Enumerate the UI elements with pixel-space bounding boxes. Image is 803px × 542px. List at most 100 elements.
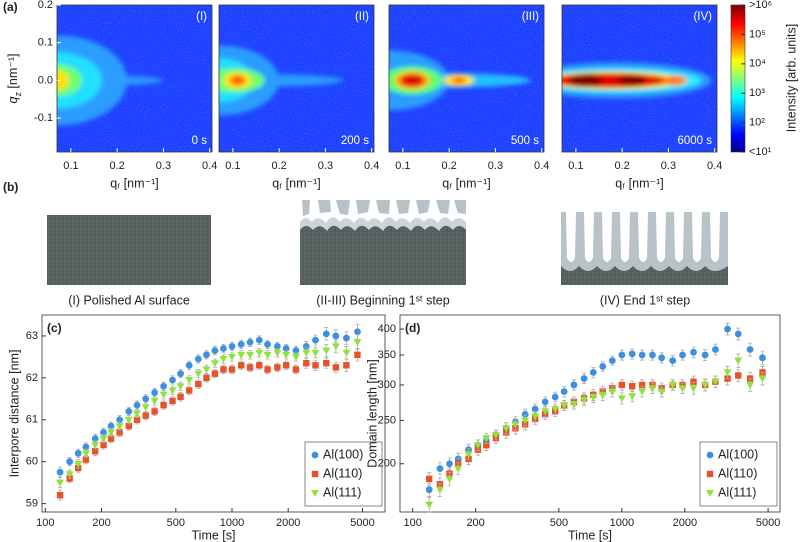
marker xyxy=(445,475,454,483)
x-tick-label: 1000 xyxy=(220,517,244,529)
y-tick-label: 200 xyxy=(378,458,396,470)
marker xyxy=(116,429,123,436)
x-tick-label: 5000 xyxy=(756,517,780,529)
marker xyxy=(220,345,227,352)
marker xyxy=(227,353,236,361)
x-axis-label: qᵣ [nm⁻¹] xyxy=(615,176,664,190)
marker xyxy=(66,458,74,466)
y-tick-label: 61 xyxy=(26,414,38,426)
y-tick-label: 63 xyxy=(26,330,38,342)
frame xyxy=(56,4,213,153)
y-tick-label: 62 xyxy=(26,372,38,384)
marker xyxy=(74,449,82,457)
marker xyxy=(589,369,597,376)
marker xyxy=(638,381,646,389)
x-axis-label: Time [s] xyxy=(192,528,236,542)
marker xyxy=(219,356,228,364)
marker xyxy=(56,492,64,499)
marker xyxy=(570,381,578,389)
x-tick-label: 0.1 xyxy=(63,160,78,172)
marker xyxy=(203,351,210,359)
x-tick-label: 0.4 xyxy=(534,160,549,172)
colorbar-tick-label: >10⁶ xyxy=(749,0,772,11)
marker xyxy=(302,349,311,357)
x-tick-label: 0.2 xyxy=(615,160,630,172)
marker xyxy=(210,360,219,368)
panel-label: (b) xyxy=(3,180,18,194)
legend-label: Al(110) xyxy=(323,466,362,480)
marker xyxy=(322,347,331,355)
marker xyxy=(734,330,742,338)
marker xyxy=(657,388,666,396)
marker xyxy=(551,393,559,401)
marker xyxy=(82,456,90,463)
x-tick-label: 200 xyxy=(92,517,110,529)
marker xyxy=(56,468,64,476)
x-axis-label: qᵣ [nm⁻¹] xyxy=(110,176,159,190)
marker xyxy=(237,362,245,369)
marker xyxy=(628,383,636,390)
marker xyxy=(185,376,194,384)
marker xyxy=(343,362,350,369)
intensity-blob xyxy=(562,73,669,88)
marker xyxy=(679,351,686,359)
marker xyxy=(608,357,616,365)
marker xyxy=(746,381,755,389)
time-tag: 200 s xyxy=(341,135,369,147)
marker xyxy=(169,397,176,405)
marker xyxy=(521,410,529,418)
panel-label: (c) xyxy=(47,321,62,335)
plot-frame xyxy=(399,314,781,513)
marker xyxy=(237,351,246,359)
marker xyxy=(150,397,159,405)
marker xyxy=(176,383,185,391)
marker xyxy=(177,393,184,400)
y-tick-label: 0.2 xyxy=(38,0,53,11)
marker xyxy=(638,388,647,396)
marker xyxy=(689,385,698,393)
marker xyxy=(617,395,626,403)
marker xyxy=(608,388,617,396)
legend-marker xyxy=(706,451,714,459)
intensity-blob xyxy=(400,74,425,87)
marker xyxy=(541,408,550,416)
marker xyxy=(237,340,245,348)
marker xyxy=(133,416,141,423)
marker xyxy=(491,431,500,439)
marker xyxy=(628,393,637,401)
marker xyxy=(569,400,578,408)
marker xyxy=(658,354,666,362)
x-tick-label: 100 xyxy=(403,517,421,529)
marker xyxy=(690,378,697,385)
colorbar-tick-label: 10⁴ xyxy=(749,58,766,70)
marker xyxy=(202,366,211,374)
marker xyxy=(541,398,549,406)
marker xyxy=(282,362,290,369)
marker xyxy=(454,465,463,473)
heatmap-intensity xyxy=(389,50,531,111)
y-tick-label: 0.0 xyxy=(38,74,53,86)
caption: (II-III) Beginning 1ˢᵗ step xyxy=(316,293,449,307)
marker xyxy=(589,393,598,401)
marker xyxy=(482,435,491,443)
al-substrate xyxy=(47,215,211,285)
marker xyxy=(521,417,530,425)
x-tick-label: 0.3 xyxy=(661,160,676,172)
x-axis-label: qᵣ [nm⁻¹] xyxy=(272,176,321,190)
marker xyxy=(186,387,193,394)
marker xyxy=(160,382,167,390)
marker xyxy=(311,349,320,357)
intensity-blob xyxy=(569,74,602,87)
marker xyxy=(425,486,433,494)
legend-label: Al(100) xyxy=(718,447,758,461)
marker xyxy=(141,404,150,412)
marker xyxy=(669,357,677,365)
y-tick-label: 0.1 xyxy=(38,37,53,49)
marker xyxy=(312,336,319,344)
colorbar-tick-label: 10⁵ xyxy=(749,28,766,40)
marker xyxy=(282,351,291,359)
heatmap xyxy=(562,5,717,152)
marker xyxy=(246,364,254,371)
legend-label: Al(110) xyxy=(718,466,757,480)
colorbar-tick-label: 10² xyxy=(749,117,765,129)
